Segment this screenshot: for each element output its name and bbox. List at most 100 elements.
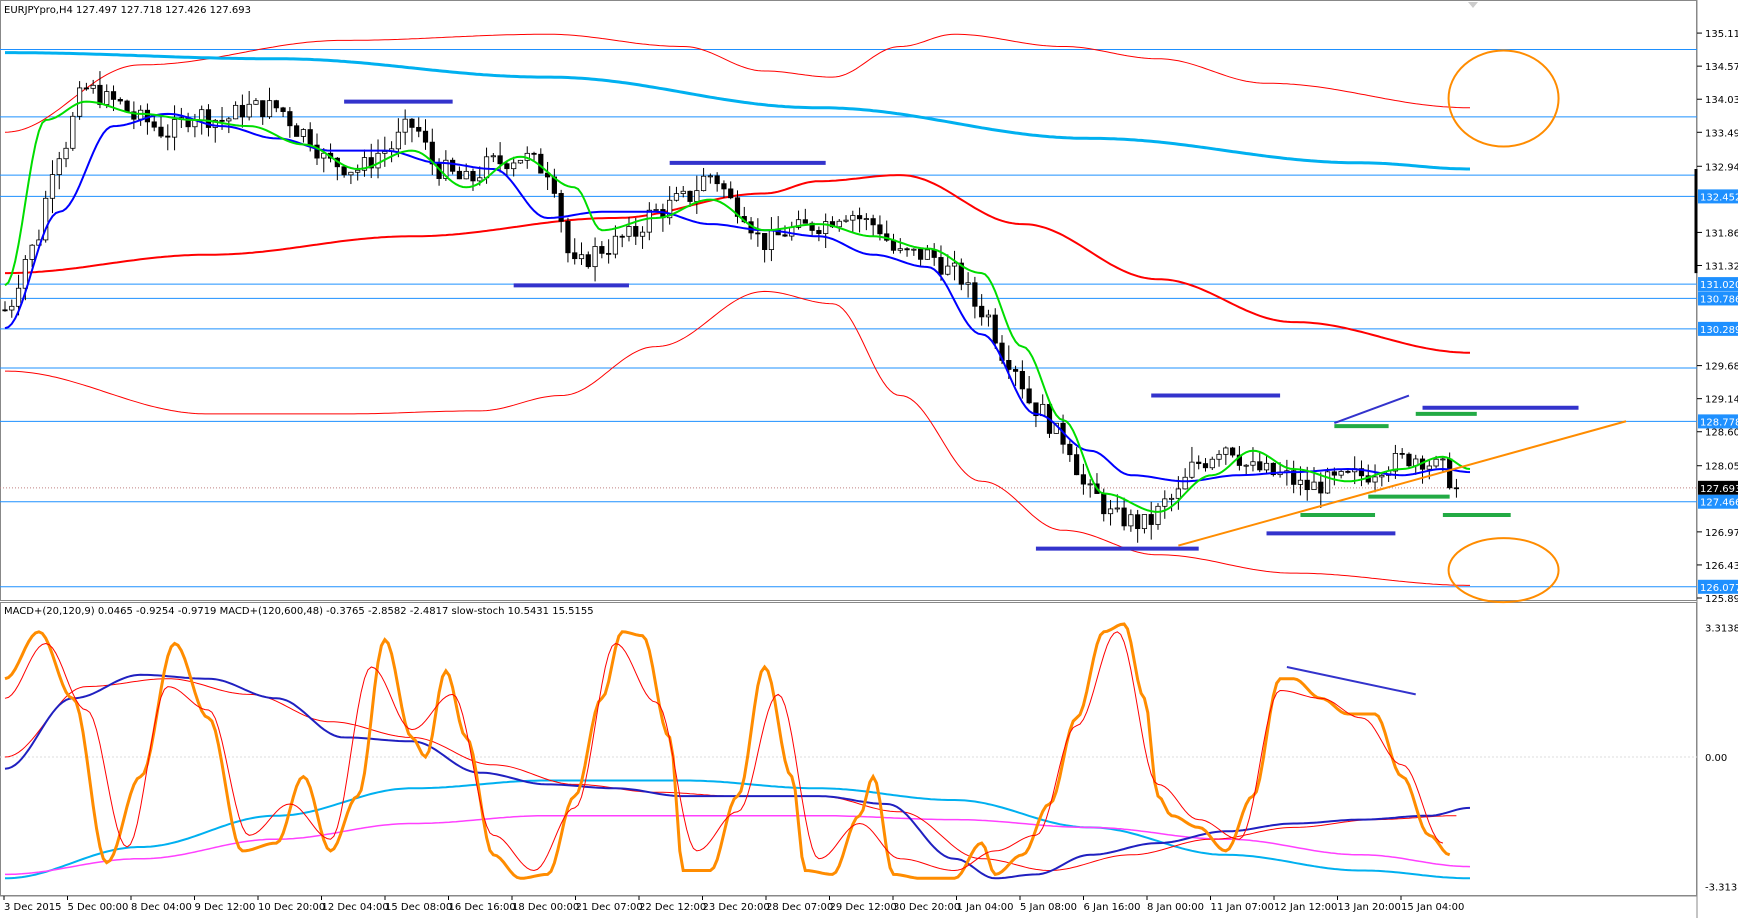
candle	[355, 164, 361, 181]
time-tick-label: 16 Dec 16:00	[449, 902, 516, 913]
candle	[585, 251, 591, 269]
candle-body	[9, 305, 15, 311]
candle	[1182, 468, 1188, 490]
candle	[1223, 446, 1229, 465]
indicator-chart	[0, 622, 1697, 880]
candle-body	[877, 224, 883, 235]
candle-body	[1291, 470, 1297, 485]
candle	[945, 254, 951, 276]
candle	[843, 215, 849, 223]
price-label-box	[1698, 321, 1738, 336]
candle-body	[70, 115, 76, 149]
macd-long-signal-line	[5, 814, 1471, 876]
candle-body	[29, 244, 35, 260]
candle-body	[572, 252, 578, 260]
candle	[1263, 455, 1270, 474]
candle-body	[348, 171, 354, 176]
candle	[185, 112, 191, 133]
candle	[1379, 472, 1385, 487]
candle	[606, 239, 612, 264]
candle-body	[226, 118, 232, 122]
candle	[890, 233, 897, 254]
candle-body	[1182, 476, 1188, 490]
candle-body	[619, 235, 625, 238]
candle	[1168, 493, 1175, 512]
candle	[138, 105, 144, 126]
candle	[429, 128, 435, 175]
candle-body	[578, 254, 585, 260]
candle-body	[1026, 388, 1032, 404]
ma-mid-line	[4, 112, 1471, 483]
candle-body	[368, 157, 374, 169]
price-label-box	[1698, 579, 1738, 594]
candle-body	[280, 107, 286, 112]
price-label-box	[1698, 277, 1738, 292]
candle-body	[823, 221, 829, 234]
candle-body	[199, 109, 205, 121]
candle-body	[49, 174, 56, 199]
time-tick-label: 15 Jan 04:00	[1401, 902, 1464, 913]
candle-body	[1406, 453, 1412, 467]
candle-body	[856, 215, 863, 220]
candle-body	[1121, 507, 1127, 527]
candle	[918, 248, 924, 267]
candle-body	[375, 152, 381, 169]
candle	[755, 218, 761, 247]
candle	[979, 294, 985, 326]
candle	[1196, 455, 1202, 470]
candle	[1399, 448, 1405, 459]
candle-body	[1012, 369, 1019, 372]
candle	[694, 175, 700, 214]
price-label-box	[1698, 480, 1738, 495]
candle-body	[992, 314, 998, 344]
candle-body	[456, 170, 463, 180]
candle	[1189, 446, 1195, 480]
candle	[1040, 394, 1046, 417]
candle-body	[592, 246, 598, 268]
candle	[1114, 494, 1120, 513]
highlight-circle	[1447, 49, 1560, 148]
candle-body	[355, 169, 361, 173]
price-label: 127.693	[1700, 484, 1738, 495]
candle	[29, 244, 35, 268]
time-tick-label: 8 Jan 00:00	[1147, 902, 1204, 913]
price-label-box	[1698, 494, 1738, 509]
candle-body	[246, 103, 252, 118]
candle-body	[965, 282, 971, 285]
candle	[551, 168, 557, 198]
chart-shift-icon[interactable]	[1468, 2, 1478, 8]
price-label-box	[1698, 189, 1738, 204]
price-label: 128.778	[1700, 417, 1738, 428]
candle	[2, 301, 8, 312]
candle-body	[673, 193, 680, 201]
candle	[266, 87, 273, 119]
candle	[639, 226, 646, 249]
candle-body	[212, 119, 218, 128]
candle-body	[104, 91, 110, 105]
candle	[911, 248, 917, 256]
candle-body	[402, 118, 408, 133]
candle	[1358, 460, 1365, 487]
candle	[856, 207, 863, 233]
candle-body	[497, 155, 503, 165]
candle	[863, 213, 869, 231]
candle-body	[63, 147, 69, 160]
time-tick-label: 10 Dec 20:00	[258, 902, 325, 913]
candle-body	[1189, 461, 1195, 478]
candle-body	[1019, 370, 1025, 390]
candle	[1291, 460, 1297, 494]
candle	[1324, 467, 1331, 494]
candle-body	[429, 141, 435, 165]
candle	[171, 105, 178, 151]
ma-fast-line	[4, 100, 1471, 513]
candle	[531, 151, 537, 161]
candle-body	[667, 199, 673, 219]
candle	[1209, 456, 1215, 471]
price-tick-label: 126.974	[1705, 528, 1738, 539]
candle-body	[1175, 488, 1181, 499]
symbol-info: EURJPYpro,H4 127.497 127.718 127.426 127…	[4, 5, 251, 16]
candle	[538, 148, 544, 174]
price-label-box	[1698, 291, 1738, 306]
